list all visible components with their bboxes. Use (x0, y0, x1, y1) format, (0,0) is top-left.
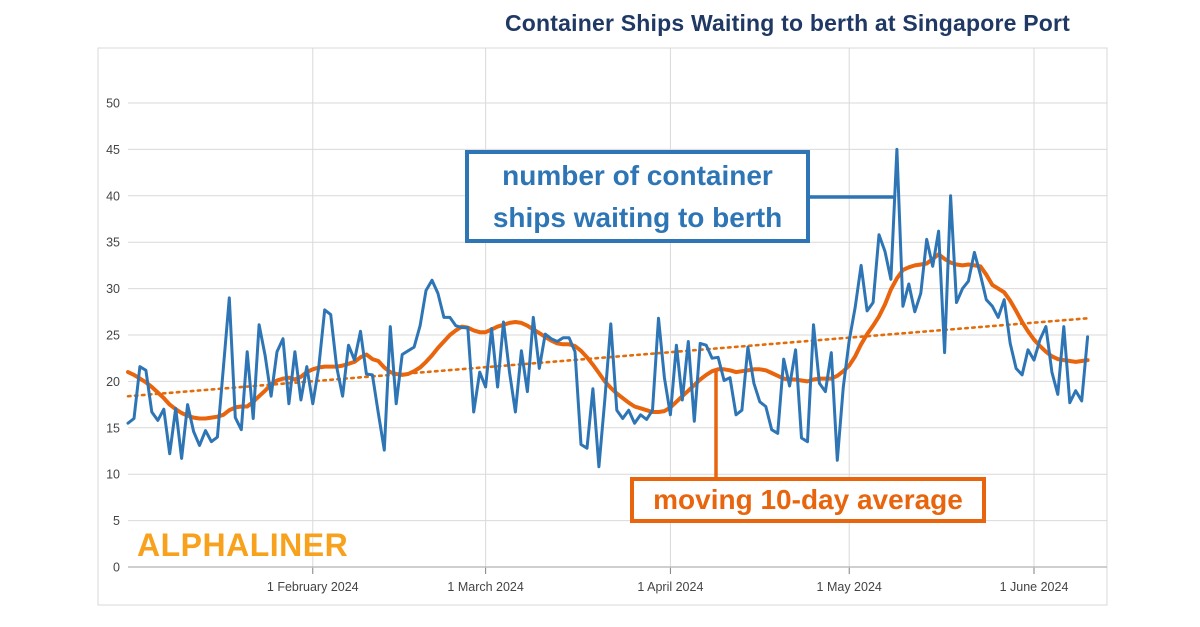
orange-series-annotation-box: moving 10-day average (630, 477, 986, 523)
chart-title: Container Ships Waiting to berth at Sing… (505, 10, 1070, 36)
blue-annotation-line2: ships waiting to berth (492, 201, 783, 233)
daily-ships-line (126, 147, 1090, 469)
alphaliner-logo: ALPHALINER (137, 527, 349, 563)
y-axis-tick-label: 5 (113, 514, 120, 528)
y-axis-tick-label: 10 (106, 468, 120, 482)
x-axis-tick-label: 1 June 2024 (1000, 580, 1069, 594)
y-axis-tick-label: 35 (106, 236, 120, 250)
chart-frame (97, 47, 1108, 606)
y-axis-tick-label: 20 (106, 375, 120, 389)
y-axis-tick-label: 0 (113, 561, 120, 575)
y-axis-tick-label: 45 (106, 143, 120, 157)
x-axis-tick-label: 1 May 2024 (817, 580, 882, 594)
blue-series-annotation-box: number of container ships waiting to ber… (465, 150, 810, 243)
x-axis-tick-label: 1 February 2024 (267, 580, 359, 594)
y-axis-tick-label: 50 (106, 97, 120, 111)
orange-annotation-label: moving 10-day average (653, 484, 963, 515)
y-axis-tick-label: 25 (106, 329, 120, 343)
x-axis-tick-label: 1 April 2024 (637, 580, 703, 594)
y-axis-tick-label: 30 (106, 282, 120, 296)
x-axis-tick-label: 1 March 2024 (447, 580, 523, 594)
y-axis-tick-label: 40 (106, 189, 120, 203)
blue-annotation-line1: number of container (502, 159, 773, 191)
y-axis-tick-label: 15 (106, 421, 120, 435)
